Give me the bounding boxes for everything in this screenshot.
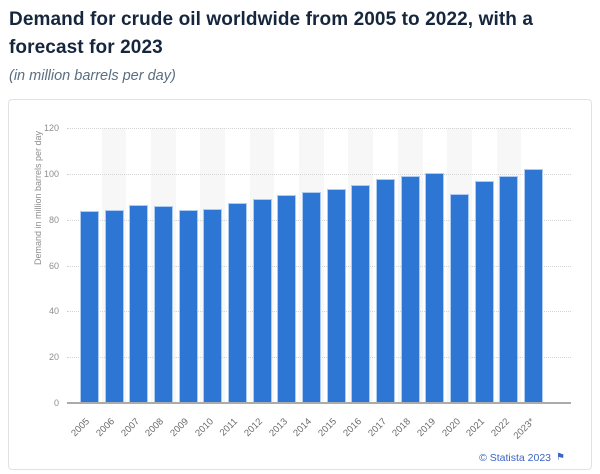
bar-column-2017 xyxy=(373,128,398,403)
bar-column-2011 xyxy=(225,128,250,403)
statista-copyright-link[interactable]: © Statista 2023 ⚑ xyxy=(479,452,565,464)
bar-column-2014 xyxy=(299,128,324,403)
bar-2009[interactable] xyxy=(178,210,198,403)
bar-2007[interactable] xyxy=(129,204,149,403)
bar-column-2005 xyxy=(77,128,102,403)
chart-subtitle: (in million barrels per day) xyxy=(9,68,176,84)
bar-2016[interactable] xyxy=(351,185,371,403)
bar-column-2013 xyxy=(274,128,299,403)
bar-2023*[interactable] xyxy=(524,169,544,403)
statista-copyright-text: © Statista 2023 xyxy=(479,452,552,464)
bar-2021[interactable] xyxy=(474,180,494,403)
bar-2012[interactable] xyxy=(252,199,272,403)
bar-column-2008 xyxy=(151,128,176,403)
plot-area xyxy=(67,128,571,404)
y-tick-label-120: 120 xyxy=(43,123,59,133)
y-axis-labels: 0 20 40 60 80 100 120 xyxy=(19,123,59,408)
bar-2013[interactable] xyxy=(277,194,297,403)
bar-column-2012 xyxy=(250,128,275,403)
y-tick-label-40: 40 xyxy=(48,306,59,317)
y-tick-label-0: 0 xyxy=(53,398,59,408)
bar-2020[interactable] xyxy=(450,194,470,403)
bar-2006[interactable] xyxy=(104,209,124,403)
bar-column-2006 xyxy=(102,128,127,403)
bar-2010[interactable] xyxy=(203,208,223,403)
bar-column-2015 xyxy=(324,128,349,403)
bar-column-2009 xyxy=(176,128,201,403)
bar-2017[interactable] xyxy=(375,179,395,403)
gridline-y-100 xyxy=(67,173,571,175)
bar-2019[interactable] xyxy=(425,173,445,403)
chart-title: Demand for crude oil worldwide from 2005… xyxy=(9,9,533,58)
bar-column-2023* xyxy=(521,128,546,403)
bar-column-2016 xyxy=(348,128,373,403)
bar-column-2018 xyxy=(398,128,423,403)
x-axis-labels: 2005 2006 2007 2008 2009 2010 2011 2012 2013 2014… xyxy=(67,403,571,449)
flag-icon: ⚑ xyxy=(556,452,565,463)
chart-card: Demand in million barrels per day 0 20 40 6… xyxy=(8,99,592,470)
y-tick-label-60: 60 xyxy=(48,260,59,271)
bar-column-2020 xyxy=(447,128,472,403)
chart-header: Demand for crude oil worldwide from 2005… xyxy=(9,6,591,84)
bar-2022[interactable] xyxy=(499,175,519,403)
bar-column-2022 xyxy=(497,128,522,403)
bar-2014[interactable] xyxy=(301,192,321,403)
bar-2011[interactable] xyxy=(227,203,247,403)
x-axis-baseline xyxy=(67,402,571,404)
bar-2015[interactable] xyxy=(326,188,346,403)
bar-2018[interactable] xyxy=(400,176,420,403)
bar-column-2007 xyxy=(126,128,151,403)
bar-column-2019 xyxy=(423,128,448,403)
gridline-y-120 xyxy=(67,128,571,129)
bar-column-2021 xyxy=(472,128,497,403)
bar-2005[interactable] xyxy=(79,211,99,403)
bar-2008[interactable] xyxy=(153,205,173,403)
y-tick-label-20: 20 xyxy=(48,352,59,363)
y-tick-label-80: 80 xyxy=(48,214,59,225)
bar-column-2010 xyxy=(200,128,225,403)
y-tick-label-100: 100 xyxy=(43,168,59,179)
